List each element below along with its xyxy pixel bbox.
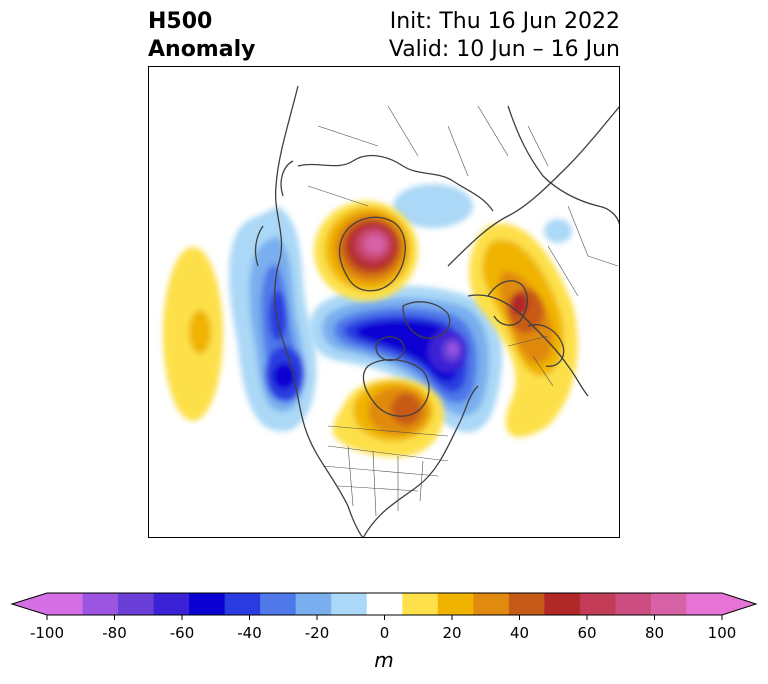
colorbar-tick-label: 100 (708, 624, 737, 642)
colorbar-segment (615, 593, 652, 615)
anomaly-fill (163, 184, 578, 457)
positive-center-north-canada (314, 201, 418, 301)
colorbar-segment (82, 593, 119, 615)
colorbar-extend-low (12, 593, 47, 615)
colorbar-segment (544, 593, 581, 615)
title-right: Init: Thu 16 Jun 2022 Valid: 10 Jun – 16… (389, 8, 620, 64)
colorbar-tick-label: 0 (380, 624, 390, 642)
colorbar-tick-label: 40 (510, 624, 529, 642)
anomaly-map (148, 66, 620, 538)
colorbar-segment (224, 593, 261, 615)
colorbar-segment (508, 593, 545, 615)
colorbar-tick-label: 20 (442, 624, 461, 642)
positive-center-hudson (333, 378, 444, 457)
colorbar-body (10, 592, 758, 616)
colorbar-segment (579, 593, 616, 615)
colorbar-tick-label: -60 (170, 624, 195, 642)
title-variable: H500 (148, 9, 213, 34)
colorbar-segment (47, 593, 84, 615)
colorbar-tick-label: -20 (305, 624, 330, 642)
negative-center-north (393, 184, 572, 243)
colorbar-segment (686, 593, 723, 615)
colorbar-segment (402, 593, 439, 615)
colorbar-segment (366, 593, 403, 615)
colorbar-extend-high (722, 593, 756, 615)
title-init: Init: Thu 16 Jun 2022 (389, 9, 620, 34)
title-left: H500 Anomaly (148, 8, 255, 64)
colorbar-segment (260, 593, 297, 615)
colorbar-segment (118, 593, 155, 615)
colorbar-segment (650, 593, 687, 615)
colorbar-segment (473, 593, 510, 615)
colorbar-ticks: -100 -80 -60 -40 -20 0 20 40 60 80 100 (30, 615, 736, 642)
colorbar-segment (437, 593, 474, 615)
colorbar-segment (295, 593, 332, 615)
negative-center-arctic (308, 285, 503, 433)
colorbar-tick-label: 80 (645, 624, 664, 642)
positive-center-north-pacific (163, 247, 223, 421)
colorbar-tick-label: 60 (577, 624, 596, 642)
positive-center-europe (469, 223, 578, 438)
borders (307, 105, 619, 517)
colorbar: -100 -80 -60 -40 -20 0 20 40 60 80 100 m (10, 592, 758, 672)
coastlines (254, 85, 620, 538)
colorbar-segment (153, 593, 190, 615)
negative-center-pacific (229, 206, 317, 432)
colorbar-segment (189, 593, 226, 615)
title-valid: Valid: 10 Jun – 16 Jun (388, 37, 620, 62)
colorbar-unit-label: m (374, 648, 393, 672)
colorbar-tick-label: -100 (30, 624, 64, 642)
colorbar-tick-label: -80 (102, 624, 127, 642)
colorbar-tick-label: -40 (237, 624, 262, 642)
map-frame (148, 66, 620, 538)
title-field: Anomaly (148, 37, 256, 62)
colorbar-segment (331, 593, 368, 615)
